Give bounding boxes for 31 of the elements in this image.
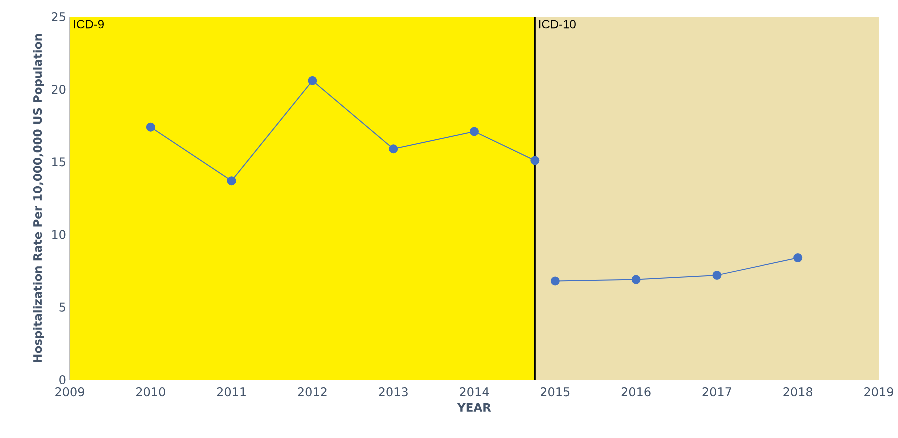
point xyxy=(632,275,641,284)
x-tick-label: 2010 xyxy=(136,388,166,397)
x-tick-label: 2016 xyxy=(622,388,651,397)
band-label: ICD-9 xyxy=(74,20,104,29)
point xyxy=(712,270,722,280)
point xyxy=(550,276,560,286)
point xyxy=(308,76,318,86)
point xyxy=(227,176,236,186)
point xyxy=(470,127,480,136)
band-label: ICD-10 xyxy=(539,20,576,29)
x-tick-label: 2013 xyxy=(379,388,408,397)
y-axis-title: Hospitalization Rate Per 10,000,000 US Population xyxy=(33,34,44,362)
point xyxy=(146,122,156,132)
x-tick-label: 2018 xyxy=(784,388,813,397)
x-tick-label: 2019 xyxy=(864,388,894,397)
y-tick-label: 0 xyxy=(60,375,66,385)
y-tick-label: 10 xyxy=(52,230,66,240)
x-tick-label: 2015 xyxy=(541,388,570,397)
point xyxy=(389,144,398,154)
x-tick-label: 2011 xyxy=(217,388,246,397)
y-tick-label: 5 xyxy=(60,302,66,312)
x-tick-label: 2014 xyxy=(460,388,490,397)
y-tick-label: 25 xyxy=(52,12,66,22)
point xyxy=(794,254,803,263)
x-tick-label: 2017 xyxy=(702,388,732,397)
x-axis-title: YEAR xyxy=(457,403,492,412)
point xyxy=(530,156,540,166)
x-tick-label: 2012 xyxy=(298,388,327,397)
y-tick-label: 20 xyxy=(52,85,66,94)
x-tick-label: 2009 xyxy=(56,388,84,397)
y-tick-label: 15 xyxy=(52,158,66,167)
